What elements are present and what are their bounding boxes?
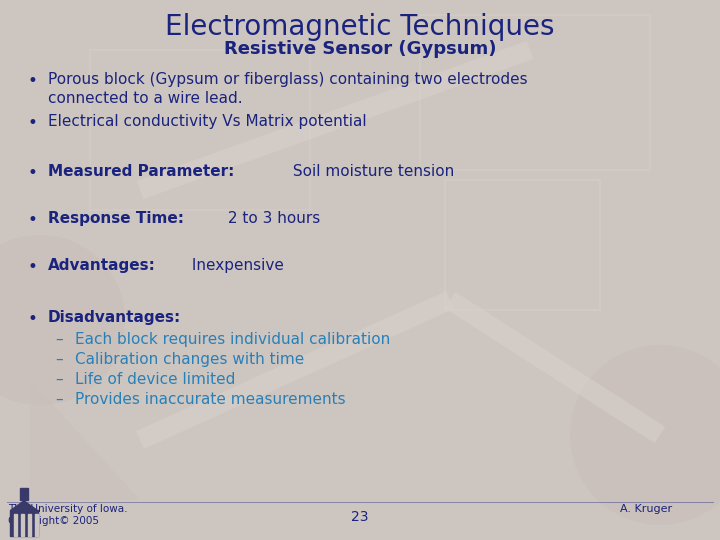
Circle shape <box>0 235 125 405</box>
Text: Each block requires individual calibration: Each block requires individual calibrati… <box>75 332 390 347</box>
Text: Disadvantages:: Disadvantages: <box>48 310 181 325</box>
Bar <box>35 514 38 536</box>
Text: –: – <box>55 352 63 367</box>
Text: Resistive Sensor (Gypsum): Resistive Sensor (Gypsum) <box>224 40 496 58</box>
Polygon shape <box>30 380 140 500</box>
Bar <box>20 488 28 500</box>
Text: Life of device limited: Life of device limited <box>75 372 235 387</box>
Bar <box>10 510 38 536</box>
Text: •: • <box>28 258 38 276</box>
Bar <box>14 514 17 536</box>
Text: 2 to 3 hours: 2 to 3 hours <box>223 211 320 226</box>
Text: Electrical conductivity Vs Matrix potential: Electrical conductivity Vs Matrix potent… <box>48 114 366 129</box>
Text: Advantages:: Advantages: <box>48 258 156 273</box>
Text: –: – <box>55 332 63 347</box>
Circle shape <box>570 345 720 525</box>
Polygon shape <box>10 500 38 510</box>
Bar <box>28 514 31 536</box>
Text: Calibration changes with time: Calibration changes with time <box>75 352 305 367</box>
Text: A. Kruger: A. Kruger <box>620 504 672 514</box>
Text: Measured Parameter:: Measured Parameter: <box>48 164 235 179</box>
Text: Inexpensive: Inexpensive <box>187 258 284 273</box>
Bar <box>21 514 24 536</box>
Text: •: • <box>28 114 38 132</box>
Text: Electromagnetic Techniques: Electromagnetic Techniques <box>166 13 554 41</box>
Text: –: – <box>55 392 63 407</box>
Text: Response Time:: Response Time: <box>48 211 184 226</box>
Text: Soil moisture tension: Soil moisture tension <box>289 164 455 179</box>
Text: Provides inaccurate measurements: Provides inaccurate measurements <box>75 392 346 407</box>
Text: •: • <box>28 310 38 328</box>
Text: •: • <box>28 72 38 90</box>
Text: 23: 23 <box>351 510 369 524</box>
Text: •: • <box>28 211 38 229</box>
Text: •: • <box>28 164 38 182</box>
Text: The University of Iowa.
Copyright© 2005: The University of Iowa. Copyright© 2005 <box>8 504 127 526</box>
Text: connected to a wire lead.: connected to a wire lead. <box>48 91 243 106</box>
Text: –: – <box>55 372 63 387</box>
Text: Porous block (Gypsum or fiberglass) containing two electrodes: Porous block (Gypsum or fiberglass) cont… <box>48 72 528 87</box>
